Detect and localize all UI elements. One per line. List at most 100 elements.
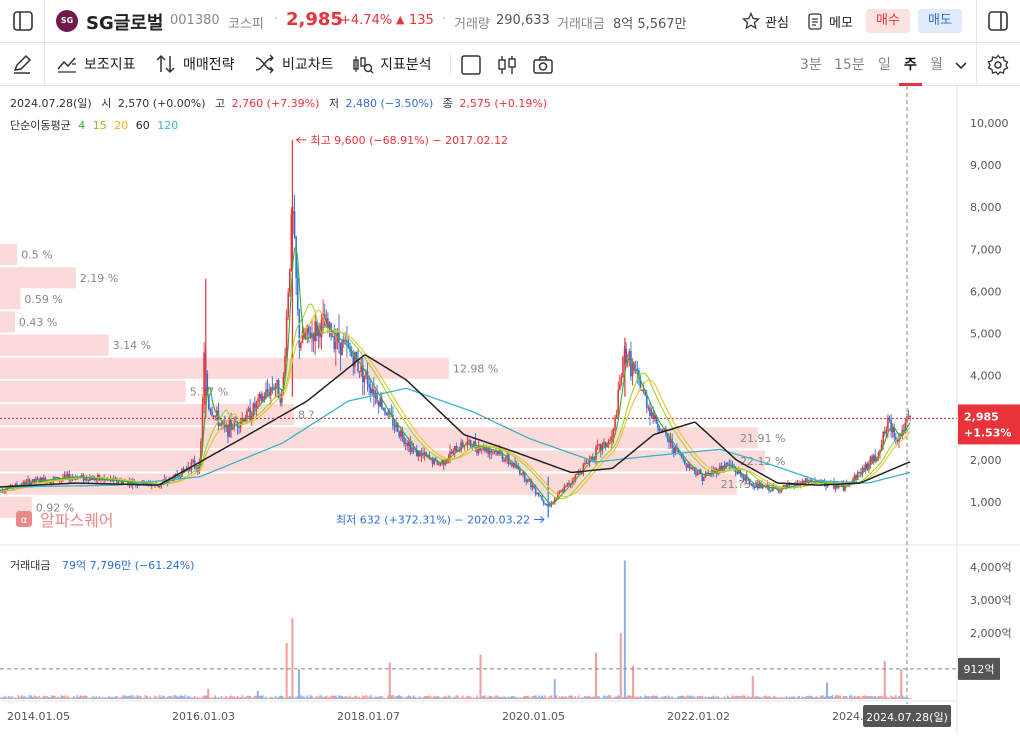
volume-bar: [359, 697, 361, 699]
candle-body: [687, 464, 689, 467]
volume-bar: [314, 698, 316, 699]
volume-bar: [381, 696, 383, 699]
candle-body: [438, 464, 440, 465]
volume-bar: [95, 696, 97, 699]
volume-bar: [276, 698, 278, 699]
volume-bar: [866, 696, 868, 699]
right-panel-toggle-icon[interactable]: [987, 10, 1009, 32]
volume-bar: [400, 696, 402, 699]
volume-bar: [860, 697, 862, 699]
volume-bar: [127, 696, 129, 699]
candle-body: [863, 468, 865, 470]
x-tick-label: 2024.: [832, 710, 864, 723]
candle-body: [603, 442, 605, 444]
candle-body: [536, 493, 538, 494]
candle-body: [609, 440, 611, 441]
candle-body: [544, 503, 546, 504]
period-day[interactable]: 일: [878, 54, 891, 74]
volume-bar: [124, 695, 126, 699]
volume-bar: [471, 698, 473, 699]
chart-area[interactable]: 0.5 %2.19 %0.59 %0.43 %3.14 %12.98 %5.37…: [0, 86, 1020, 734]
candle-body: [364, 376, 366, 383]
watermark-text: 알파스퀘어: [40, 511, 114, 530]
square-icon[interactable]: [460, 54, 482, 76]
period-3min[interactable]: 3분: [800, 54, 822, 74]
y-tick-label: 4,000: [970, 370, 1002, 383]
draw-pen-icon[interactable]: [11, 53, 33, 75]
candle-body: [481, 449, 483, 450]
volume-bar: [457, 696, 459, 699]
volume-bar: [402, 697, 404, 699]
candle-body: [741, 474, 743, 477]
price-chart-svg[interactable]: 0.5 %2.19 %0.59 %0.43 %3.14 %12.98 %5.37…: [0, 86, 1020, 734]
candle-body: [854, 475, 856, 479]
volume-bar: [88, 698, 90, 699]
volume-bar: [456, 695, 458, 699]
svg-text:2024.07.28(일) 시 2,: 2024.07.28(일) 시 2,570 (+0.00%) 고 2,760 (…: [10, 96, 547, 110]
volume-bar: [316, 696, 318, 699]
volume-bar: [605, 696, 607, 699]
candle-body: [525, 480, 527, 482]
candle-icon[interactable]: [496, 54, 518, 76]
sell-button[interactable]: 매도: [918, 9, 962, 33]
settings-gear-icon[interactable]: [987, 54, 1009, 76]
volume-bar: [135, 697, 137, 699]
volume-bar: [835, 695, 837, 699]
volume-bar: [346, 696, 348, 699]
volume-bar: [341, 696, 343, 699]
chevron-down-icon[interactable]: [954, 58, 968, 72]
candle-body: [586, 463, 588, 464]
candle-body: [314, 321, 316, 341]
candle-body: [519, 469, 521, 474]
volume-value: 79억 7,796만 (−61.24%): [62, 559, 194, 572]
volume-bar: [18, 695, 20, 699]
candle-body: [410, 442, 412, 452]
period-15min[interactable]: 15분: [834, 54, 865, 74]
volume-bar: [508, 697, 510, 699]
volume-bar: [138, 696, 140, 699]
volume-bar: [148, 698, 150, 699]
volume-bar: [646, 696, 648, 699]
period-week[interactable]: 주: [904, 54, 917, 74]
volume-bar: [846, 696, 848, 699]
ma-label: 단순이동평균: [10, 119, 71, 132]
candle-body: [660, 431, 662, 432]
price-tag-percent: +1.53%: [964, 426, 1011, 439]
volume-bar: [541, 695, 543, 699]
camera-icon[interactable]: [532, 54, 554, 76]
volume-y-tick-label: 3,000억: [970, 594, 1012, 607]
volume-bar: [571, 695, 573, 699]
volume-bar: [859, 696, 861, 699]
volume-bar: [181, 696, 183, 699]
candle-body: [503, 459, 505, 461]
volume-bar: [851, 695, 853, 699]
stock-name[interactable]: SG글로벌: [86, 9, 163, 35]
volume-bar: [107, 698, 109, 699]
volume-profile-bar: [0, 450, 765, 471]
volume-bar: [663, 696, 665, 699]
candle-body: [617, 390, 619, 415]
indicator-icon: [56, 54, 78, 74]
candle-body: [590, 456, 592, 458]
candle-body: [335, 342, 337, 349]
volume-bar: [156, 697, 158, 699]
volume-bar: [705, 696, 707, 699]
candle-body: [897, 440, 899, 442]
candle-body: [887, 418, 889, 430]
volume-bar: [121, 697, 123, 699]
volume-bar: [668, 696, 670, 699]
volume-bar: [502, 697, 504, 699]
volume-bar: [34, 695, 36, 699]
volume-bar: [130, 695, 132, 699]
volume-bar: [706, 697, 708, 699]
volume-bar: [153, 698, 155, 699]
candle-body: [668, 438, 670, 442]
volume-bar: [701, 696, 703, 699]
period-month[interactable]: 월: [930, 54, 943, 74]
sidebar-toggle-icon[interactable]: [12, 10, 34, 32]
volume-bar: [22, 697, 24, 699]
volume-bar: [533, 696, 535, 699]
buy-button[interactable]: 매수: [866, 9, 910, 33]
candle-body: [470, 440, 472, 446]
volume-bar: [64, 695, 66, 699]
